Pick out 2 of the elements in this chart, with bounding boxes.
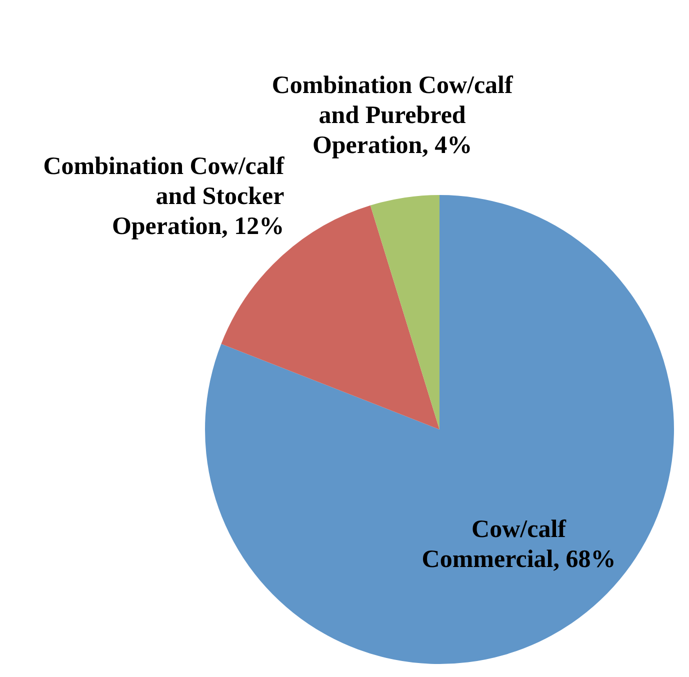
slice-label: Combination Cow/calf and Stocker Operation, 12% [43, 152, 285, 240]
slice-label: Cow/calf Commercial, 68% [422, 516, 616, 574]
